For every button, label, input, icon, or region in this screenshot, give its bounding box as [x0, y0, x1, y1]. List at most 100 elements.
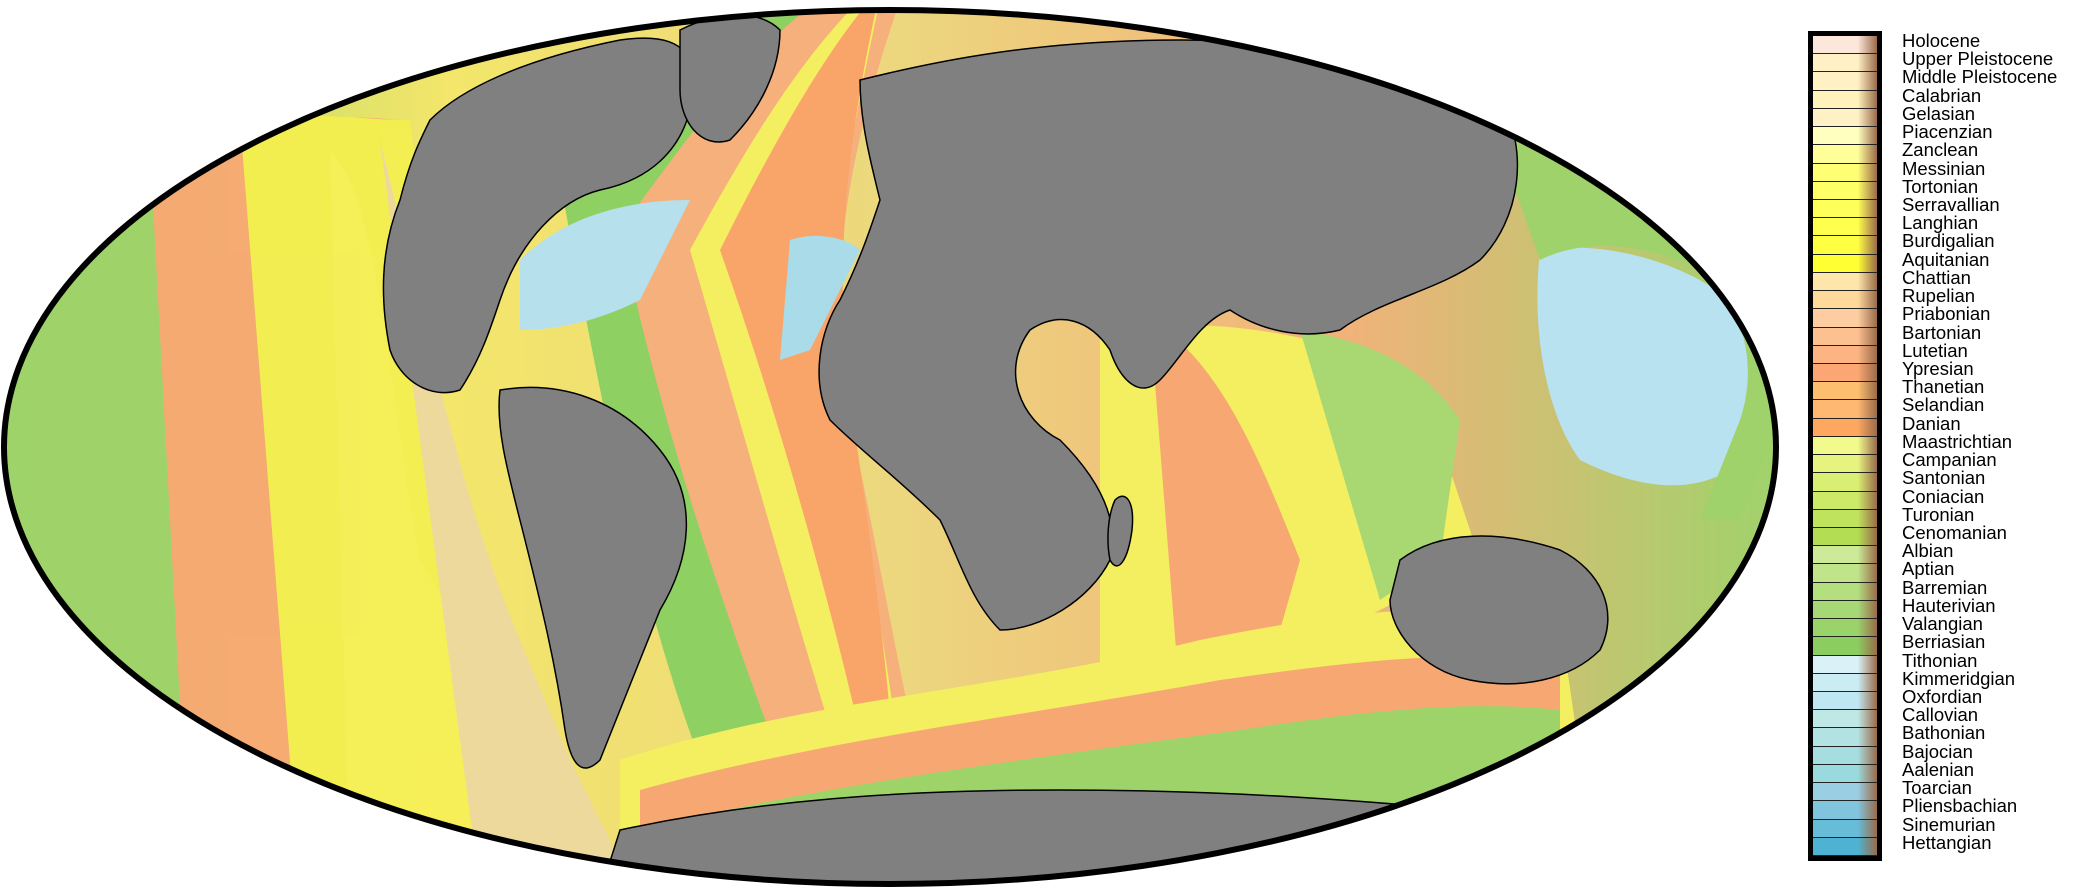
legend-swatch [1813, 673, 1877, 692]
legend-label: Selandian [1902, 394, 1985, 416]
legend-label: Bartonian [1902, 321, 1982, 343]
legend-label: Tortonian [1902, 175, 1979, 197]
legend-swatch [1813, 455, 1877, 474]
legend-swatch [1813, 710, 1877, 729]
legend-swatch [1813, 637, 1877, 656]
legend-label: Messinian [1902, 157, 1986, 179]
legend-swatch [1813, 692, 1877, 711]
legend-label: Langhian [1902, 212, 1979, 234]
legend-swatch [1813, 382, 1877, 401]
legend-label: Toarcian [1902, 777, 1972, 799]
legend-swatch [1813, 272, 1877, 292]
legend-swatch [1813, 728, 1877, 747]
legend-swatch [1813, 436, 1877, 456]
australia [1389, 535, 1609, 685]
legend-swatch [1813, 746, 1877, 765]
legend-label: Zanclean [1902, 139, 1979, 161]
legend-swatch [1813, 564, 1877, 583]
legend-label: Cenomanian [1902, 522, 2007, 543]
legend-swatch [1813, 528, 1877, 547]
legend-label: Serravallian [1902, 194, 2000, 215]
legend-label: Berriasian [1902, 631, 1986, 653]
legend-swatch [1813, 582, 1877, 601]
madagascar [1107, 495, 1134, 567]
age-color-scale [1808, 31, 1882, 861]
legend-label: Coniacian [1902, 485, 1985, 507]
central-atlantic-jurassic-crust [520, 200, 690, 330]
south-america [498, 386, 687, 769]
indian-ocean-age-bands [1100, 320, 1480, 700]
legend-label: Hettangian [1902, 831, 1992, 853]
map-frame [1, 7, 1779, 887]
legend-label: Aptian [1902, 558, 1955, 580]
legend-swatch [1813, 127, 1877, 146]
legend-label: Burdigalian [1902, 230, 1995, 252]
legend-swatch [1813, 473, 1877, 492]
legend-swatch [1813, 236, 1877, 255]
legend-label: Ypresian [1902, 358, 1974, 379]
legend-label: Calabrian [1902, 84, 1982, 106]
legend-label: Bathonian [1902, 722, 1986, 744]
legend-label: Priabonian [1902, 303, 1991, 325]
north-america [382, 37, 694, 394]
legend-swatch [1813, 36, 1877, 55]
legend-swatch [1813, 309, 1877, 328]
legend-swatch [1813, 327, 1877, 346]
legend-swatch [1813, 600, 1877, 620]
legend-label: Middle Pleistocene [1902, 66, 2058, 88]
legend-swatch [1813, 90, 1877, 109]
legend-label: Hauterivian [1902, 594, 1996, 616]
legend-label: Campanian [1902, 449, 1997, 471]
legend-label: Bajocian [1902, 740, 1973, 762]
legend-swatch [1813, 819, 1877, 838]
atlantic-age-bands [560, 10, 920, 760]
legend-swatch [1813, 181, 1877, 200]
legend-label: Thanetian [1902, 376, 1985, 398]
east-atlantic-jurassic-crust [780, 235, 860, 360]
legend-swatch [1813, 418, 1877, 437]
legend-label: Piacenzian [1902, 121, 1993, 143]
legend-swatch [1813, 546, 1877, 565]
age-legend-labels: Holocene Upper Pleistocene Middle Pleistoc… [1902, 30, 2078, 862]
legend-label: Barremian [1902, 576, 1988, 598]
legend-swatch [1813, 163, 1877, 182]
legend-swatch [1813, 764, 1877, 784]
legend-label: Albian [1902, 540, 1954, 562]
legend-swatch [1813, 200, 1877, 219]
continents [382, 14, 1609, 884]
legend-swatch [1813, 364, 1877, 383]
legend-label: Turonian [1902, 503, 1975, 525]
legend-swatch [1813, 108, 1877, 128]
legend-swatch [1813, 619, 1877, 638]
legend-label: Kimmeridgian [1902, 667, 2016, 689]
legend-label: Rupelian [1902, 285, 1976, 307]
legend-swatch [1813, 345, 1877, 364]
legend-label: Sinemurian [1902, 813, 1996, 835]
legend-label: Maastrichtian [1902, 430, 2013, 452]
legend-label: Valangian [1902, 613, 1983, 635]
legend-swatch [1813, 291, 1877, 310]
legend-label: Oxfordian [1902, 686, 1983, 707]
legend-swatch [1813, 655, 1877, 674]
legend-label: Gelasian [1902, 102, 1976, 124]
legend-label: Aquitanian [1902, 248, 1990, 270]
west-pacific-jurassic-crust [1537, 247, 1753, 486]
legend-label: Danian [1902, 412, 1961, 434]
legend-label: Holocene [1902, 30, 1981, 51]
legend-swatch [1813, 491, 1877, 510]
legend-swatch [1813, 783, 1877, 802]
legend-label: Callovian [1902, 704, 1979, 726]
legend-label: Tithonian [1902, 649, 1978, 671]
legend-label: Chattian [1902, 266, 1971, 288]
legend-swatch [1813, 218, 1877, 237]
legend-swatch [1813, 254, 1877, 273]
legend-swatch [1813, 54, 1877, 73]
legend-swatch [1813, 837, 1877, 856]
legend-label: Pliensbachian [1902, 795, 2018, 817]
legend-swatch [1813, 509, 1877, 528]
legend-swatch [1813, 145, 1877, 164]
legend-label: Santonian [1902, 467, 1986, 489]
legend-label: Upper Pleistocene [1902, 48, 2054, 70]
legend-swatch [1813, 72, 1877, 91]
